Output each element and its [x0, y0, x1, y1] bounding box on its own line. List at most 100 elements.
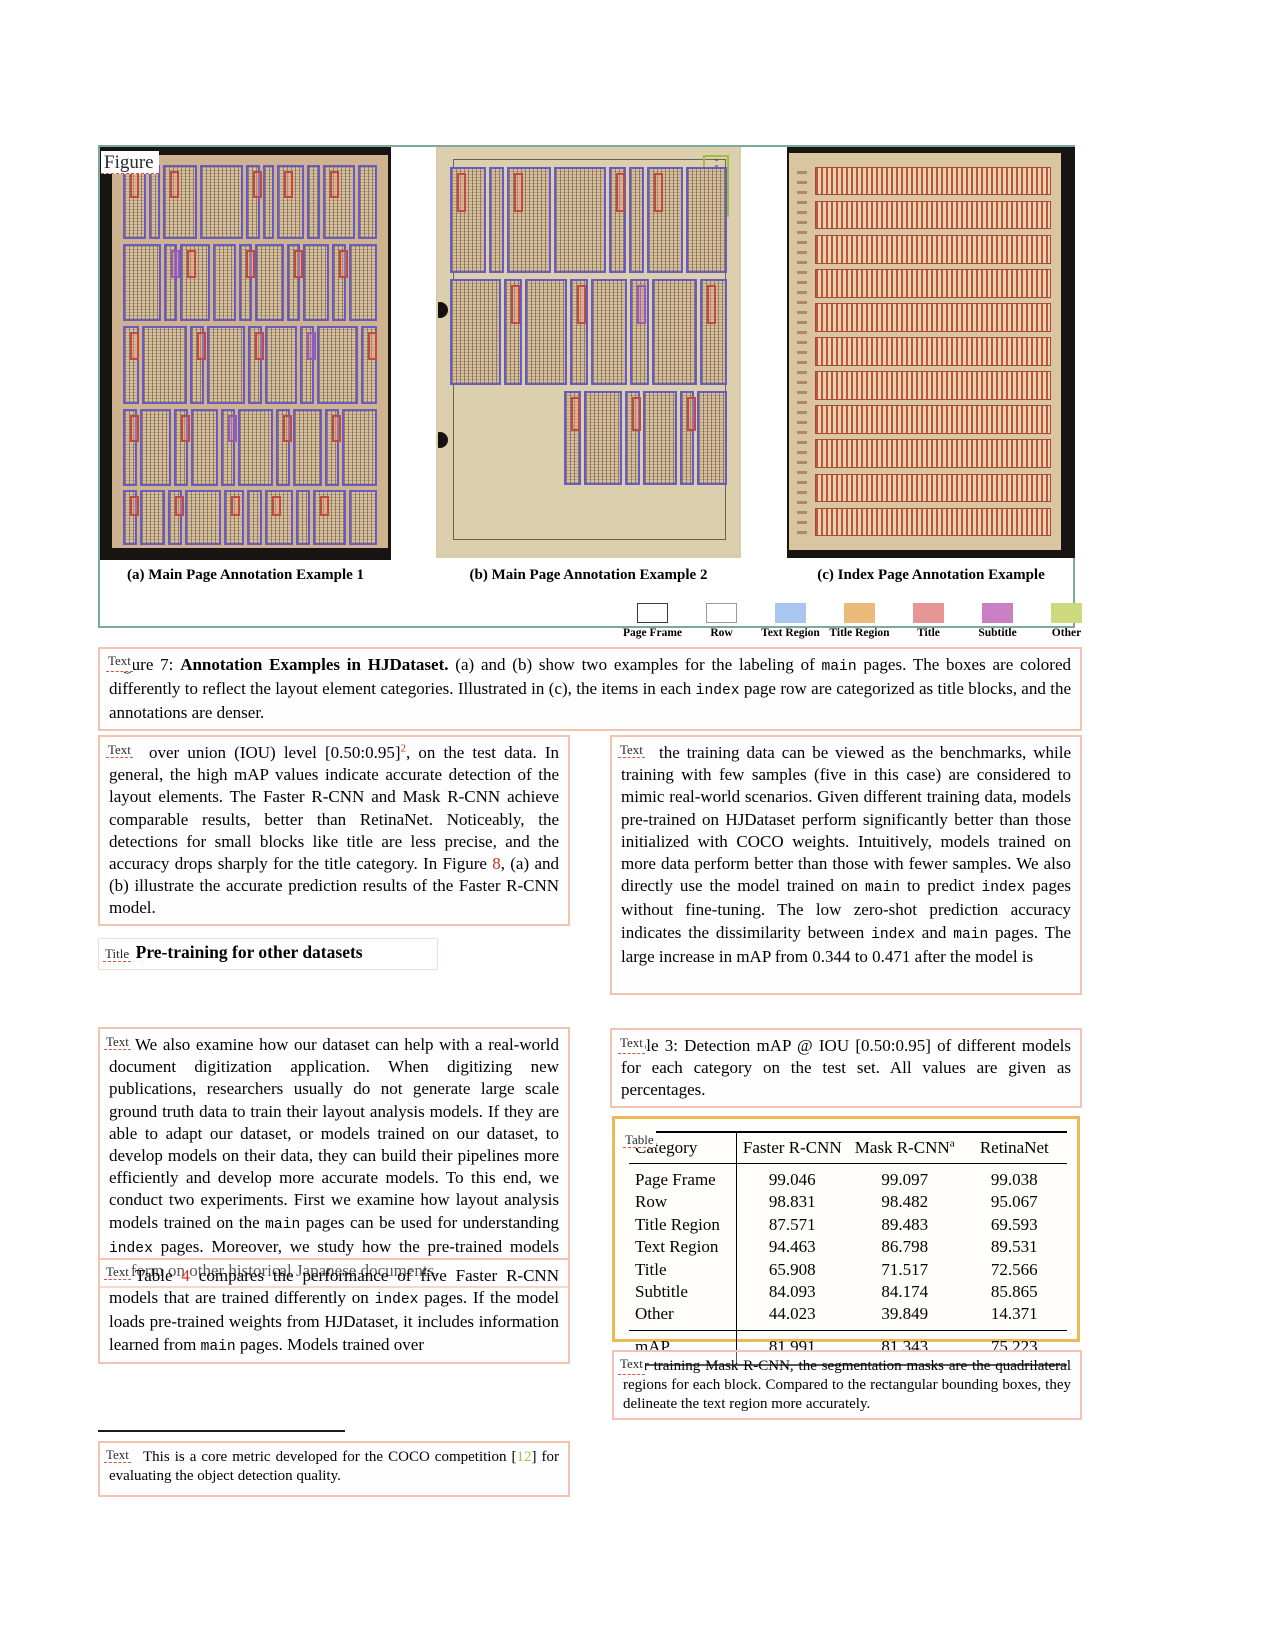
annotated-text-block — [123, 325, 140, 405]
annotated-text-block — [300, 325, 317, 405]
table-cell-category: Other — [629, 1303, 737, 1331]
footnote-text: This is a core metric developed for the … — [109, 1449, 559, 1484]
annotated-text-block — [123, 408, 140, 486]
table-cell-category: Title Region — [629, 1213, 737, 1236]
annotated-text-block — [277, 164, 304, 240]
legend-item: Title Region — [825, 603, 894, 639]
scan-c-margin-marks — [797, 168, 807, 535]
scan-main-page-example-2 — [436, 147, 741, 558]
index-row-block — [815, 303, 1051, 332]
annotated-text-block — [247, 490, 262, 546]
left-paragraph-3-box: Text Table 4 compares the performance of… — [98, 1258, 570, 1364]
title-block — [653, 173, 663, 213]
citation-link[interactable]: 12 — [516, 1449, 532, 1465]
table-cell-value: 86.798 — [881, 1237, 929, 1257]
table-row: Subtitle 84.093 84.174 85.865 — [629, 1280, 1067, 1304]
title-block — [329, 170, 339, 198]
title-annotation-label: Title — [103, 945, 132, 962]
annotated-text-block — [276, 408, 293, 486]
table3-annotation-box: Table Category Faster R-CNN Mask R-CNNa Ret… — [612, 1116, 1080, 1367]
left-paragraph-2-box: Text We also examine how our dataset can… — [98, 1027, 570, 1289]
table-cell-value: 89.531 — [990, 1237, 1038, 1257]
table-cell-value: 84.093 — [768, 1281, 816, 1301]
title-block — [283, 414, 293, 443]
annotated-text-block — [180, 244, 211, 321]
reference-link[interactable]: 2 — [400, 742, 407, 755]
title-block — [130, 414, 140, 443]
title-block — [686, 397, 696, 432]
table3-map-row: mAP 81.991 81.343 75.223 — [629, 1330, 1067, 1367]
figure-legend: Page Frame Row Text Region Title Region Titl… — [618, 603, 1101, 639]
left-paragraph-1: over union (IOU) level [0.50:0.95]2, on … — [109, 742, 559, 918]
annotated-text-block — [341, 408, 377, 486]
table-row: Title Region 87.571 89.483 69.593 — [629, 1213, 1067, 1236]
subtitle-block — [170, 250, 180, 278]
legend-item: Text Region — [756, 603, 825, 639]
annotated-text-block — [317, 325, 358, 405]
table-cell-category: Title — [629, 1258, 737, 1281]
legend-label: Row — [710, 627, 733, 639]
annotated-text-block — [142, 325, 187, 405]
legend-label: Page Frame — [622, 627, 683, 639]
index-row-block — [815, 507, 1051, 537]
annotated-text-block — [360, 325, 377, 405]
subtitle-block — [228, 414, 238, 443]
title-block — [170, 170, 180, 198]
section-title-box: Title 5.2. Pre-training for other datase… — [98, 938, 438, 970]
annotated-text-block — [450, 279, 501, 386]
annotated-text-block — [503, 279, 523, 386]
section-title: 5.2. Pre-training for other datasets — [105, 942, 363, 962]
table-cell-value: 14.371 — [990, 1304, 1038, 1324]
left-paragraph-2: We also examine how our dataset can help… — [109, 1035, 559, 1281]
annotated-text-block — [313, 490, 346, 546]
title-block — [231, 496, 241, 516]
annotated-text-block — [123, 164, 146, 240]
table-cell-category: Row — [629, 1191, 737, 1214]
annotated-text-block — [213, 244, 236, 321]
annotated-text-block — [248, 325, 264, 405]
title-block — [457, 173, 467, 213]
index-row-block — [815, 235, 1051, 264]
annotated-text-block — [553, 167, 606, 274]
table-cell-value: 84.174 — [881, 1281, 929, 1301]
text-annotation-label: Text — [618, 1034, 645, 1054]
annotated-text-block — [630, 279, 649, 386]
table-cell-category: Text Region — [629, 1235, 737, 1259]
table-cell-value: 44.023 — [768, 1304, 816, 1324]
table-cell-value: 98.482 — [881, 1192, 929, 1212]
table-cell-value: 99.046 — [768, 1170, 816, 1189]
legend-item: Page Frame — [618, 603, 687, 639]
table-cell-value: 65.908 — [768, 1259, 816, 1279]
legend-swatch — [844, 603, 875, 623]
legend-swatch — [1051, 603, 1082, 623]
annotated-text-block — [189, 325, 206, 405]
legend-item: Title — [894, 603, 963, 639]
annotated-text-block — [685, 167, 727, 274]
annotated-text-block — [190, 408, 219, 486]
annotated-text-block — [302, 244, 330, 321]
subtitle-block — [637, 285, 647, 324]
title-block — [571, 397, 581, 432]
title-block — [255, 331, 264, 360]
table-cell-value: 89.483 — [881, 1214, 929, 1234]
annotated-text-block — [325, 408, 342, 486]
figure7-caption-box: Text Figure 7: Annotation Examples in HJ… — [98, 647, 1082, 731]
table-cell-value: 99.038 — [990, 1170, 1038, 1189]
table-row: Title 65.908 71.517 72.566 — [629, 1258, 1067, 1281]
table-row: Other 44.023 39.849 14.371 — [629, 1303, 1067, 1331]
table-cell-value: 81.343 — [847, 1330, 962, 1367]
reference-link[interactable]: 8 — [492, 854, 501, 874]
table-cell-category: Page Frame — [629, 1163, 737, 1192]
annotated-text-block — [221, 408, 238, 486]
legend-label: Title — [917, 627, 940, 639]
annotated-text-block — [295, 490, 311, 546]
table-row: Row 98.831 98.482 95.067 — [629, 1191, 1067, 1214]
annotated-text-block — [699, 279, 727, 386]
reference-link[interactable]: 4 — [181, 1266, 190, 1285]
figure-annotation-box: Figure (a) Main Page Annotation Example … — [98, 145, 1082, 639]
annotated-text-block — [237, 408, 274, 486]
title-block — [174, 496, 184, 516]
figure7-caption: Figure 7: Annotation Examples in HJDatas… — [109, 655, 1072, 723]
table3-header-cell: Faster R-CNN — [736, 1131, 848, 1164]
annotated-text-block — [148, 164, 161, 240]
